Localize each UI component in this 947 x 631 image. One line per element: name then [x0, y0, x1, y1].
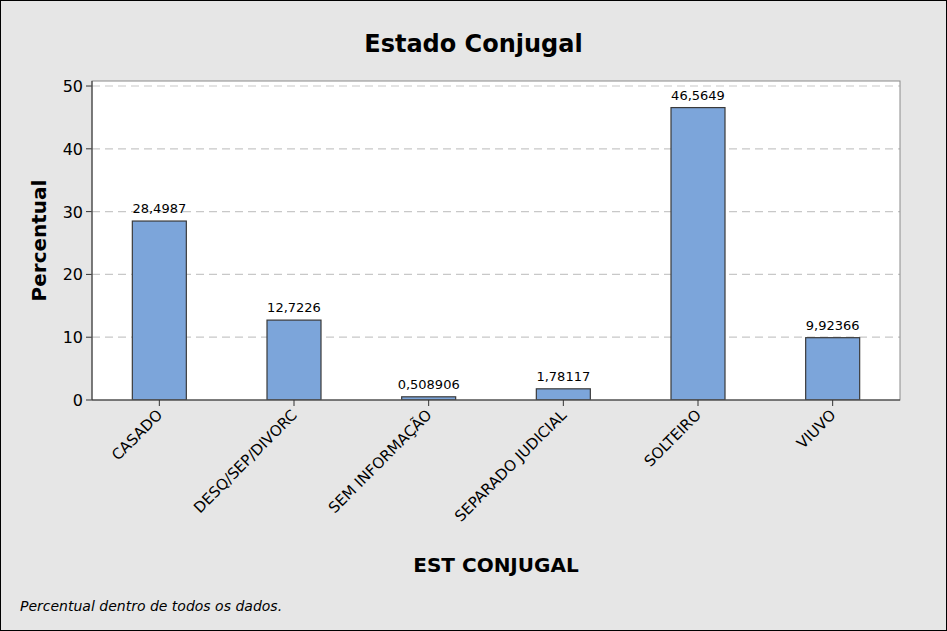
y-tick: [86, 211, 92, 212]
y-tick: [86, 274, 92, 275]
title: Estado Conjugal: [364, 30, 582, 58]
x-axis: [92, 400, 900, 401]
plot-area: [92, 81, 900, 400]
y-tick-label: 20: [63, 265, 83, 284]
grid-line: [92, 337, 900, 338]
chart: Estado Conjugal 0 10 20 30 40 50 28,4987 12,7226…: [0, 0, 947, 631]
bar: [132, 221, 186, 400]
x-tick-label: SEM INFORMAÇÃO: [324, 405, 435, 516]
bar: [671, 108, 725, 400]
x-tick-label: CASADO: [108, 406, 166, 464]
data-label: 46,5649: [671, 88, 725, 103]
y-tick-label: 10: [63, 328, 83, 347]
y-tick: [86, 400, 92, 401]
y-axis: [92, 81, 93, 400]
footnote: Percentual dentro de todos os dados.: [20, 598, 282, 614]
x-tick: [159, 400, 160, 406]
x-tick: [698, 400, 699, 406]
data-label: 0,508906: [398, 377, 460, 392]
data-label: 12,7226: [267, 300, 321, 315]
y-tick: [86, 337, 92, 338]
grid-line: [92, 211, 900, 212]
x-tick: [563, 400, 564, 406]
grid-line: [92, 274, 900, 275]
y-axis-title: Percentual: [27, 180, 51, 302]
y-tick-label: 30: [63, 203, 83, 222]
data-label: 1,78117: [536, 369, 590, 384]
x-tick-label: SEPARADO JUDICIAL: [451, 406, 571, 526]
y-tick: [86, 148, 92, 149]
y-tick-label: 40: [63, 140, 83, 159]
x-tick: [428, 400, 429, 406]
x-tick-label: DESQ/SEP/DIVORC: [190, 406, 301, 517]
grid-line: [92, 85, 900, 86]
x-tick: [832, 400, 833, 406]
x-tick: [294, 400, 295, 406]
grid-line: [92, 148, 900, 149]
bar: [267, 320, 321, 400]
plot-frame: [92, 81, 900, 400]
y-tick-label: 50: [63, 77, 83, 96]
y-tick-label: 0: [73, 391, 83, 410]
x-tick-label: SOLTEIRO: [641, 406, 705, 470]
data-label: 28,4987: [132, 201, 186, 216]
data-label: 9,92366: [806, 318, 860, 333]
y-tick: [86, 86, 92, 87]
bars: [132, 108, 859, 400]
bar: [536, 389, 590, 400]
x-axis-title: EST CONJUGAL: [413, 553, 579, 577]
bar: [806, 338, 860, 400]
background: [1, 1, 947, 631]
x-tick-label: VIUVO: [793, 406, 839, 452]
